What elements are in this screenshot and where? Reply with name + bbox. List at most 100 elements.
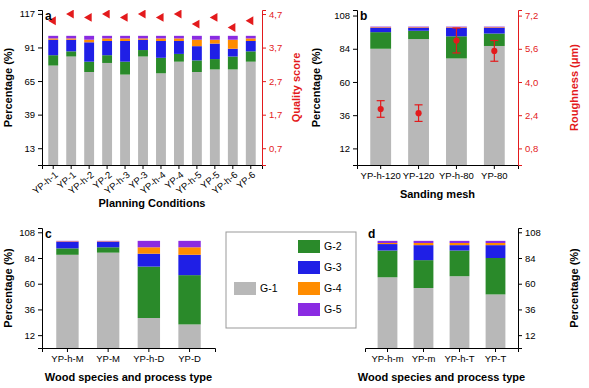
marker [84, 13, 92, 22]
y2-axis-title: Percentage (%) [568, 248, 580, 328]
point-series [377, 28, 499, 121]
tick-label: 12 [525, 330, 536, 341]
tick-mark [38, 232, 42, 233]
legend-swatch [298, 303, 320, 316]
bar [66, 57, 76, 166]
bar [408, 27, 429, 29]
tick-label: 1,7 [269, 109, 282, 120]
bar [408, 39, 429, 165]
tick-mark [38, 258, 42, 259]
legend-label: G-1 [260, 282, 278, 294]
figure: YP-h-1YP-1YP-h-2YP-2YP-h-3YP-3YP-h-4YP-4… [0, 0, 589, 388]
error-bar [377, 101, 385, 118]
tick-label: 108 [334, 10, 350, 21]
panel: YP-h-mYP-mYP-h-TYP-T12366084108dWood spe… [358, 227, 580, 383]
bar [450, 241, 470, 243]
tick-label: YP-h-T [444, 353, 474, 364]
tick-mark [262, 81, 266, 82]
bar [138, 267, 160, 318]
tick-label: 36 [339, 110, 350, 121]
tick: YP-120 [403, 165, 435, 181]
bar [210, 40, 220, 44]
axis-line [38, 11, 43, 166]
tick: 39 [24, 109, 42, 120]
bar [120, 62, 130, 75]
bar [178, 247, 200, 255]
tick: 65 [24, 76, 42, 87]
bar [246, 62, 256, 165]
bar [210, 44, 220, 60]
tick-mark [250, 165, 251, 169]
x-axis-title: Wood species and process type [45, 371, 212, 383]
bar [486, 294, 506, 348]
tick-label: YP-120 [403, 170, 435, 181]
error-cap [377, 117, 385, 118]
tick: YP-h-D [133, 348, 164, 364]
bar [370, 32, 391, 49]
tick-mark [160, 165, 161, 169]
tick-mark [67, 348, 68, 352]
tick-label: 5,6 [525, 43, 538, 54]
bar-series [370, 27, 504, 29]
legend-label: G-2 [324, 240, 342, 252]
tick-label: YP-h-80 [439, 170, 474, 181]
tick: 5,6 [518, 43, 538, 54]
tick-mark [38, 115, 42, 116]
tick-label: 84 [525, 253, 536, 264]
point-series [48, 10, 253, 32]
bar [66, 36, 76, 39]
bar [246, 51, 256, 61]
tick: YP-h-M [51, 348, 83, 364]
y-axis: 12366084108 [19, 227, 42, 349]
tick-mark [262, 148, 266, 149]
bar [174, 54, 184, 62]
bar [138, 38, 148, 39]
tick: 13 [24, 143, 42, 154]
bar [486, 258, 506, 294]
tick: YP-h-m [371, 348, 403, 364]
bar [97, 247, 119, 252]
marker [453, 37, 459, 43]
tick-label: 13 [24, 143, 35, 154]
tick-label: 60 [339, 77, 350, 88]
axis-line [353, 11, 358, 166]
bar [102, 55, 112, 63]
plot-area [370, 27, 504, 165]
marker [192, 20, 200, 29]
tick-label: 12 [339, 143, 350, 154]
bar [102, 38, 112, 41]
tick-label: YP-T [485, 353, 507, 364]
tick-label: 7,2 [525, 10, 538, 21]
bar [484, 46, 505, 165]
legend-label: G-4 [324, 282, 342, 294]
bar [484, 27, 505, 29]
tick: 0,8 [518, 143, 538, 154]
panel: YP-h-120YP-120YP-h-80YP-80123660841080,8… [310, 9, 580, 200]
bar [228, 49, 238, 57]
tick-label: 36 [24, 304, 35, 315]
tick-label: 91 [24, 42, 35, 53]
bar [484, 26, 505, 28]
bar [408, 31, 429, 39]
tick-mark [178, 165, 179, 169]
y2-axis-title: Roughness (μm) [568, 44, 580, 131]
tick: 84 [339, 43, 357, 54]
axis-line [43, 349, 216, 353]
legend-box [226, 232, 356, 328]
bar-series [56, 247, 201, 324]
bar [414, 241, 434, 243]
tick: 108 [334, 10, 357, 21]
tick: 84 [518, 253, 536, 264]
bar [486, 245, 506, 258]
plot-area [378, 241, 506, 348]
tick-mark [38, 335, 42, 336]
panel: YP-h-1YP-1YP-h-2YP-2YP-h-3YP-3YP-h-4YP-4… [2, 8, 302, 209]
bar [378, 277, 398, 348]
tick-label: 36 [525, 304, 536, 315]
tick-mark [89, 165, 90, 169]
tick-mark [214, 165, 215, 169]
bar-series [48, 57, 255, 166]
tick-mark [38, 47, 42, 48]
bar [156, 38, 166, 41]
bar [138, 254, 160, 267]
